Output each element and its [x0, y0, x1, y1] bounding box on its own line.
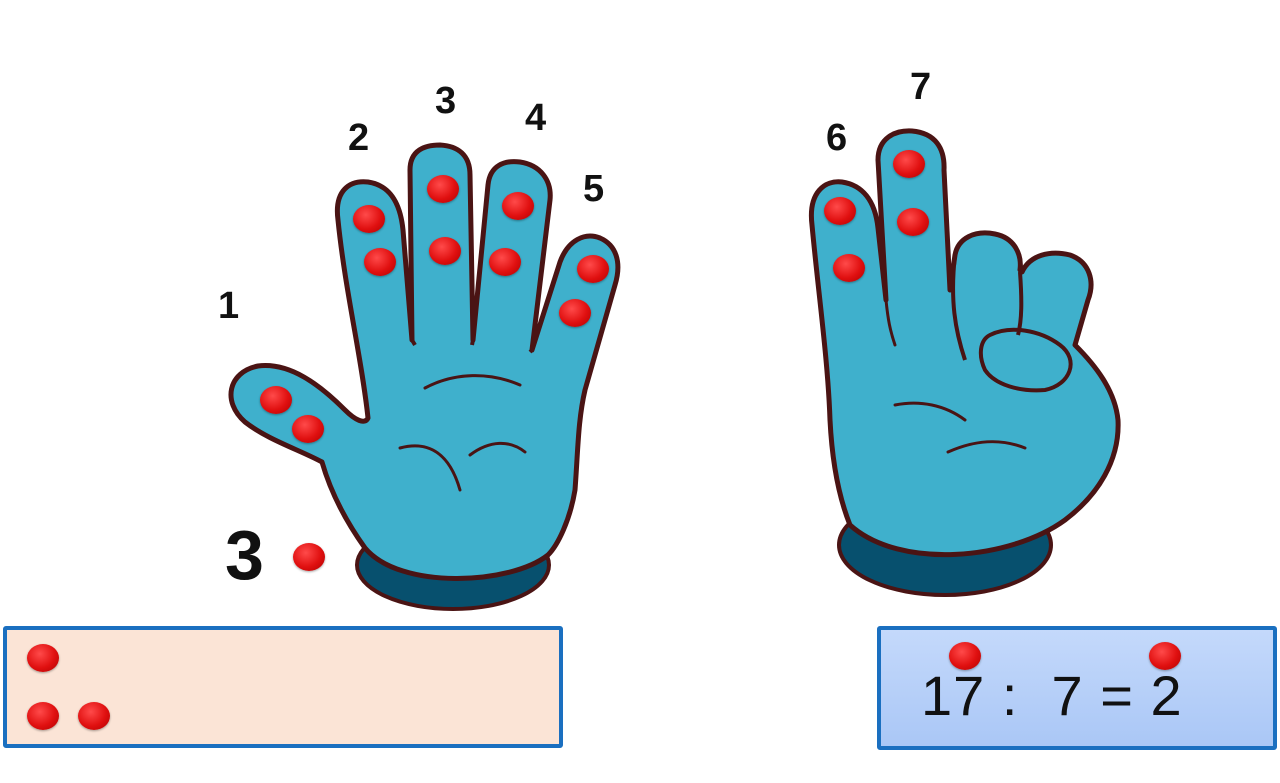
division-equation: 17 : 7 = 2 — [921, 664, 1183, 727]
counter — [78, 702, 110, 730]
right-hand-shape — [808, 128, 1121, 558]
counter — [429, 237, 461, 265]
counter — [1149, 642, 1181, 670]
finger-number-5: 5 — [583, 168, 605, 210]
right-hand-creases — [884, 298, 1027, 454]
right-hand-curled-fingers — [951, 254, 1073, 393]
counter — [949, 642, 981, 670]
remainder-counter — [293, 543, 325, 571]
counter — [427, 175, 459, 203]
counter — [577, 255, 609, 283]
counter — [260, 386, 292, 414]
left-hand-shape — [228, 142, 621, 581]
counter — [353, 205, 385, 233]
counter — [27, 644, 59, 672]
counter — [292, 415, 324, 443]
left-hand-finger-lines — [410, 338, 534, 354]
equation-box: 17 : 7 = 2 — [877, 626, 1277, 750]
counter — [897, 208, 929, 236]
finger-number-7: 7 — [910, 66, 932, 108]
finger-number-1: 1 — [218, 285, 240, 327]
remainder-box — [3, 626, 563, 748]
counter — [893, 150, 925, 178]
counter — [27, 702, 59, 730]
counter — [833, 254, 865, 282]
counter — [502, 192, 534, 220]
left-hand-creases — [398, 374, 527, 492]
counter — [364, 248, 396, 276]
counter — [824, 197, 856, 225]
remainder-number: 3 — [225, 516, 264, 594]
counter — [559, 299, 591, 327]
finger-number-4: 4 — [525, 97, 547, 139]
counter — [489, 248, 521, 276]
finger-number-6: 6 — [826, 117, 848, 159]
finger-number-2: 2 — [348, 117, 370, 159]
finger-number-3: 3 — [435, 80, 457, 122]
